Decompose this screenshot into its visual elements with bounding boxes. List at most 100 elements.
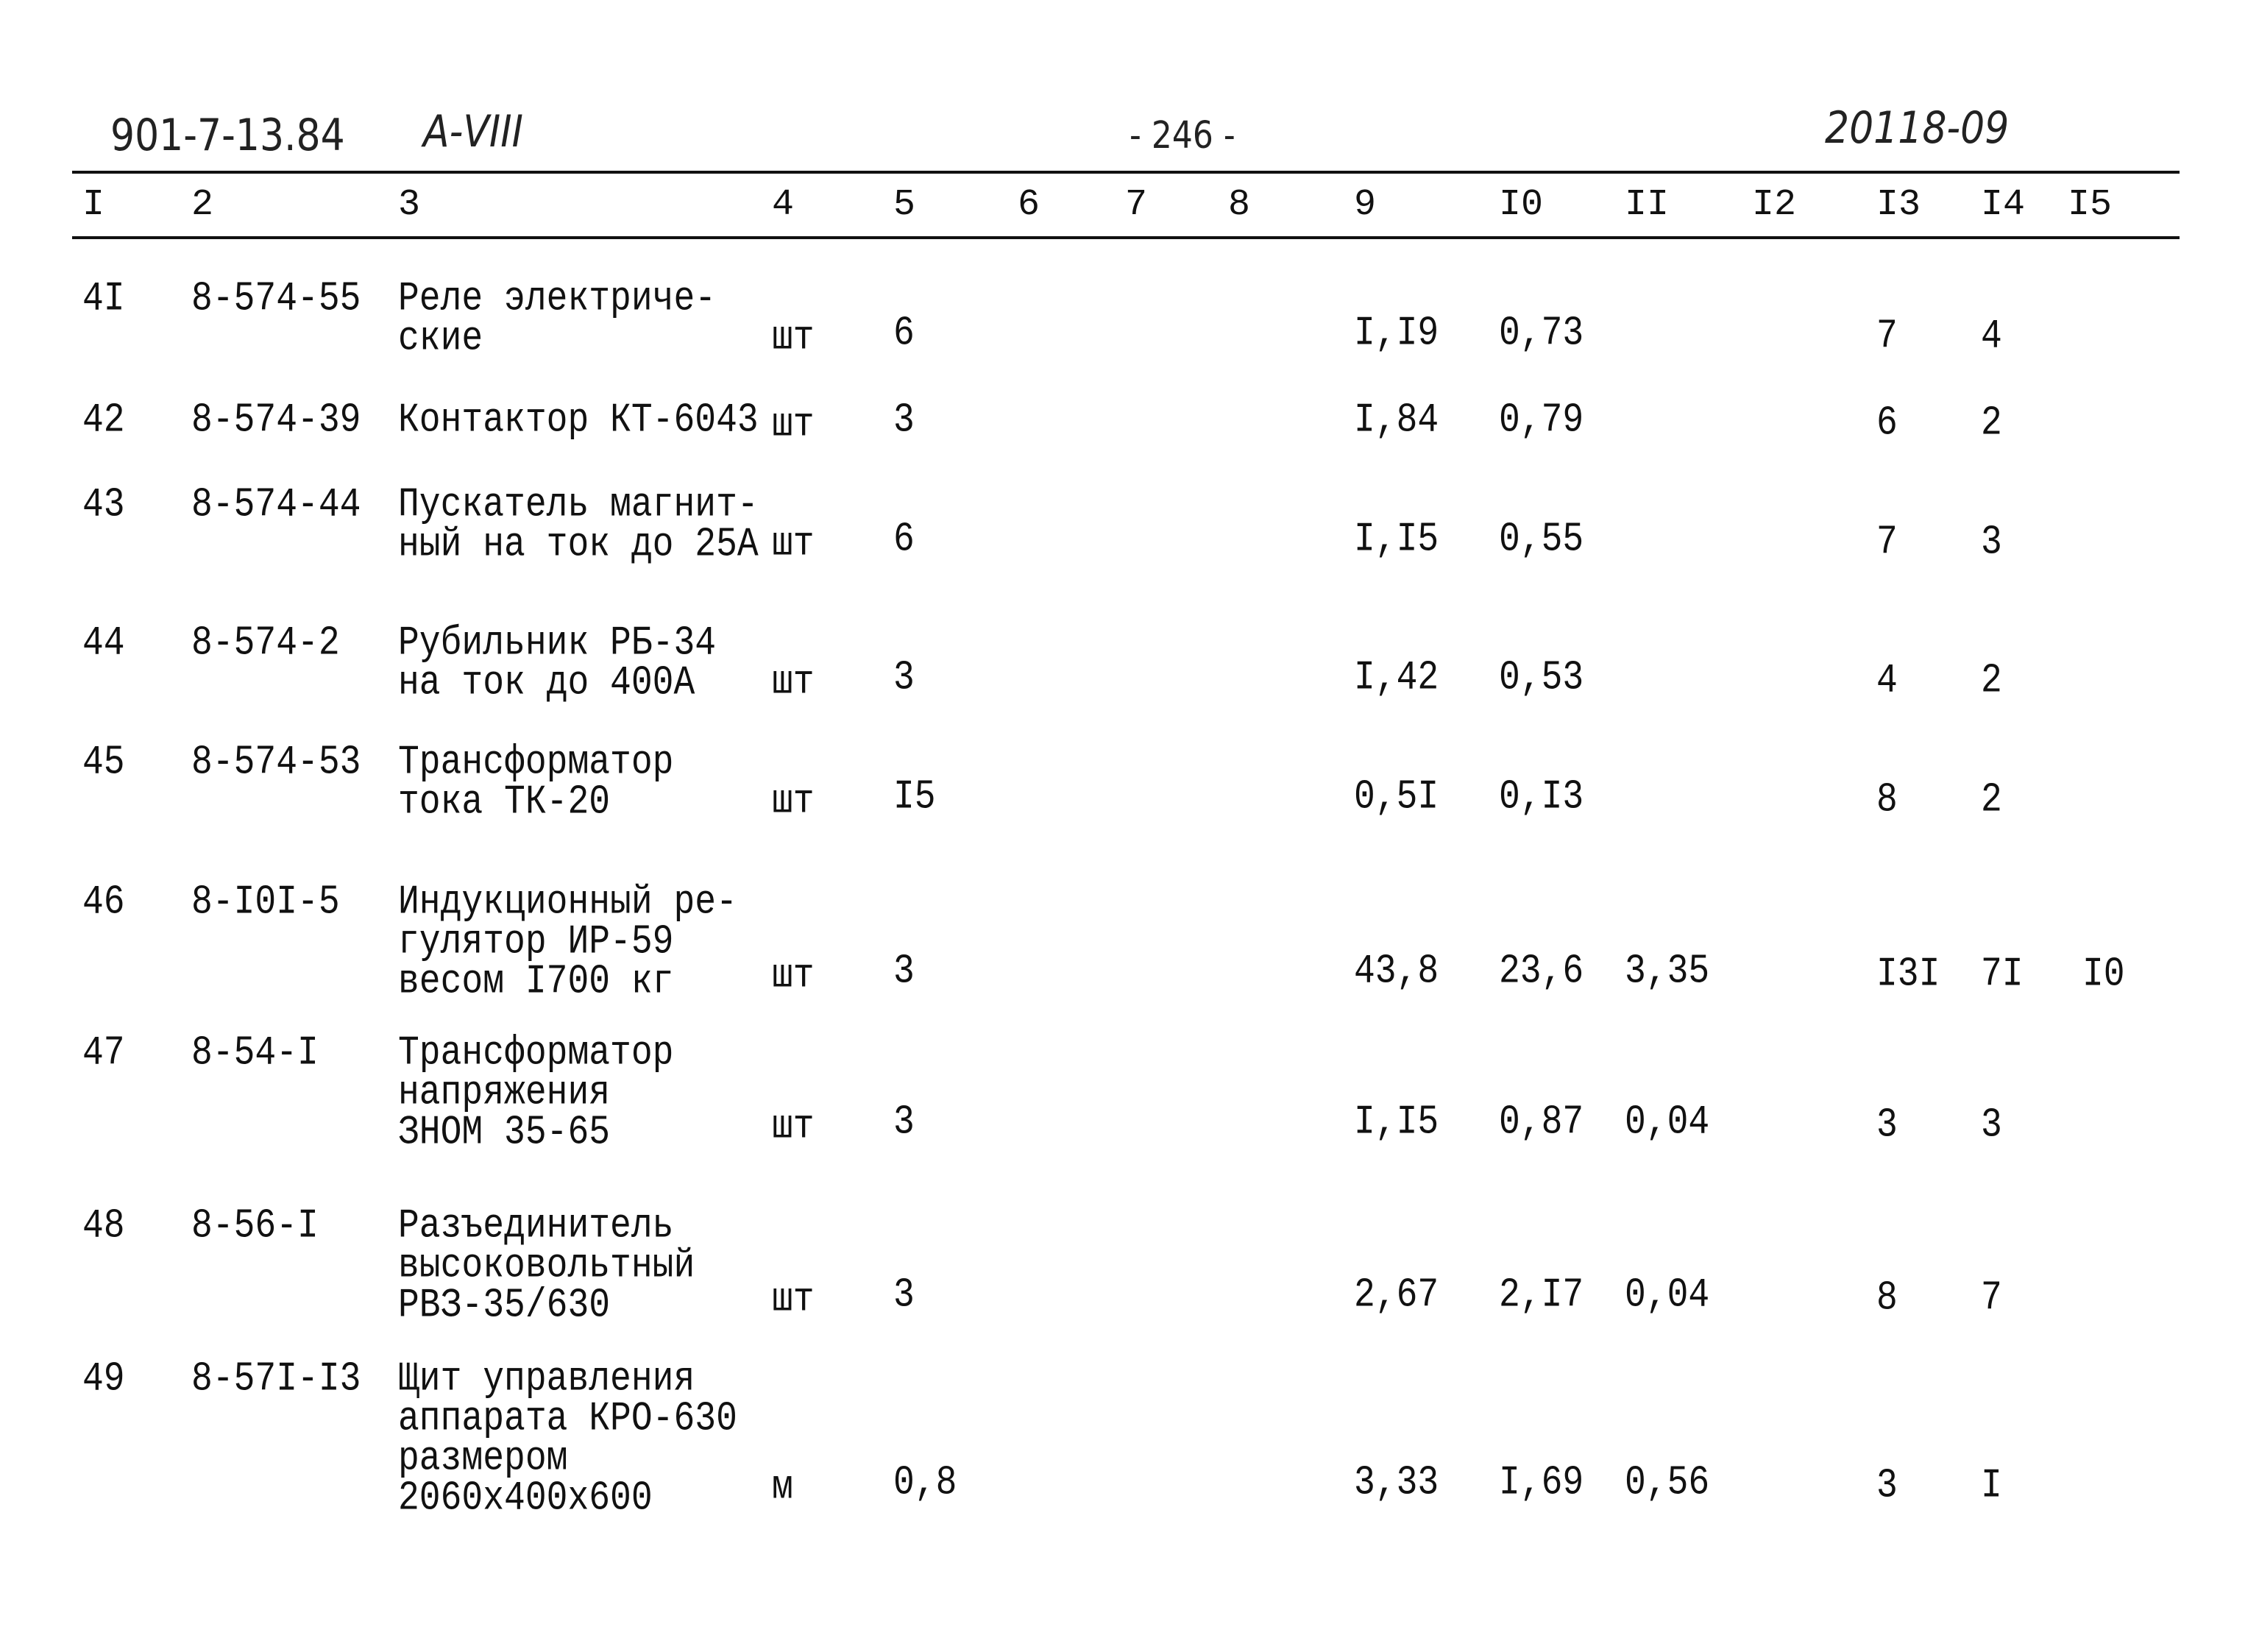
col-14-value: I: [1981, 1463, 2002, 1509]
col-9-value: 3,33: [1354, 1460, 1439, 1506]
col-11-value: 0,56: [1625, 1460, 1710, 1506]
column-header: I5: [2068, 184, 2113, 226]
rate-code: 8-57I-I3: [191, 1356, 361, 1403]
description-line: на ток до 400А: [398, 660, 695, 706]
description-line: тока ТК-20: [398, 779, 611, 826]
col-10-value: 23,6: [1499, 949, 1584, 995]
quantity: 3: [893, 655, 915, 701]
col-11-value: 0,04: [1625, 1272, 1710, 1319]
unit: шт: [772, 1104, 815, 1150]
unit: шт: [772, 953, 815, 999]
column-header: II: [1625, 184, 1670, 226]
column-header: I0: [1499, 184, 1544, 226]
col-9-value: I,I5: [1354, 1099, 1439, 1146]
col-10-value: 2,I7: [1499, 1272, 1584, 1319]
rate-code: 8-574-2: [191, 620, 340, 667]
quantity: 3: [893, 1099, 915, 1146]
item-description: Контактор КТ-6043: [398, 397, 759, 444]
column-header: I4: [1981, 184, 2026, 226]
row-number: 48: [82, 1203, 125, 1249]
rate-code: 8-574-53: [191, 740, 361, 786]
col-13-value: I3I: [1876, 951, 1940, 998]
row-number: 42: [82, 397, 125, 444]
description-line: гулятор ИР-59: [398, 919, 674, 965]
description-line: Трансформатор: [398, 740, 674, 786]
col-9-value: 43,8: [1354, 949, 1439, 995]
item-description: Индукционный ре-гулятор ИР-59 весом I700 …: [398, 879, 737, 1005]
quantity: 3: [893, 397, 915, 444]
description-line: размером: [398, 1436, 568, 1482]
col-9-value: 2,67: [1354, 1272, 1439, 1319]
row-number: 47: [82, 1030, 125, 1077]
col-14-value: 2: [1981, 658, 2002, 704]
unit: шт: [772, 521, 815, 567]
rate-code: 8-I0I-5: [191, 879, 340, 926]
description-line: ный на ток до 25А: [398, 522, 759, 568]
quantity: 3: [893, 949, 915, 995]
item-description: Разъединитель высоковольтный РВЗ-35/630: [398, 1206, 695, 1326]
description-line: Реле электриче-: [398, 276, 717, 322]
col-13-value: 4: [1876, 658, 1898, 704]
item-description: Пускатель магнит-ный на ток до 25А: [398, 482, 759, 568]
col-10-value: 0,79: [1499, 397, 1584, 444]
row-number: 46: [82, 879, 125, 926]
col-10-value: I,69: [1499, 1460, 1584, 1506]
quantity: I5: [893, 774, 936, 820]
unit: шт: [772, 1277, 815, 1323]
item-description: Трансформатор напряжения ЗНОМ 35-65: [398, 1030, 674, 1156]
description-line: Трансформатор: [398, 1030, 674, 1077]
col-9-value: I,42: [1354, 655, 1439, 701]
col-13-value: 7: [1876, 313, 1898, 360]
quantity: 3: [893, 1272, 915, 1319]
description-line: ские: [398, 316, 483, 362]
header-bottom-rule: [72, 236, 2180, 239]
quantity: 0,8: [893, 1460, 957, 1506]
col-10-value: 0,73: [1499, 311, 1584, 357]
column-header: I: [82, 184, 105, 226]
description-line: 2060х400х600: [398, 1475, 653, 1522]
description-line: Контактор КТ-6043: [398, 397, 759, 444]
rate-code: 8-56-I: [191, 1203, 319, 1249]
page-number: - 246 -: [1130, 114, 1235, 157]
description-line: Индукционный ре-: [398, 879, 737, 926]
item-description: Трансформатор тока ТК-20: [398, 740, 674, 826]
col-9-value: I,I9: [1354, 311, 1439, 357]
col-13-value: 8: [1876, 1275, 1898, 1322]
col-9-value: I,84: [1354, 397, 1439, 444]
unit: м: [772, 1464, 793, 1511]
description-line: Рубильник РБ-34: [398, 620, 717, 667]
col-10-value: 0,55: [1499, 517, 1584, 563]
col-13-value: 6: [1876, 400, 1898, 447]
row-number: 49: [82, 1356, 125, 1403]
col-10-value: 0,87: [1499, 1099, 1584, 1146]
col-11-value: 0,04: [1625, 1099, 1710, 1146]
col-14-value: 2: [1981, 777, 2002, 823]
unit: шт: [772, 659, 815, 706]
col-14-value: 2: [1981, 400, 2002, 447]
col-9-value: 0,5I: [1354, 774, 1439, 820]
col-11-value: 3,35: [1625, 949, 1710, 995]
description-line: ЗНОМ 35-65: [398, 1110, 611, 1156]
description-line: весом I700 кг: [398, 959, 674, 1005]
item-description: Рубильник РБ-34 на ток до 400А: [398, 620, 717, 706]
row-number: 43: [82, 482, 125, 528]
rate-code: 8-574-55: [191, 276, 361, 322]
item-description: Реле электриче-ские: [398, 276, 717, 362]
description-line: Щит управления: [398, 1356, 695, 1403]
description-line: высоковольтный: [398, 1243, 695, 1289]
unit: шт: [772, 315, 815, 361]
col-9-value: I,I5: [1354, 517, 1439, 563]
unit: шт: [772, 402, 815, 448]
column-header: 2: [191, 184, 214, 226]
description-line: Пускатель магнит-: [398, 482, 759, 528]
col-14-value: 3: [1981, 520, 2002, 566]
quantity: 6: [893, 311, 915, 357]
col-10-value: 0,53: [1499, 655, 1584, 701]
col-15-value: I0: [2082, 951, 2125, 998]
column-header: 7: [1125, 184, 1148, 226]
column-header: 9: [1354, 184, 1377, 226]
col-14-value: 7I: [1981, 951, 2024, 998]
item-description: Щит управления аппарата КРО-630 размером 20…: [398, 1356, 737, 1522]
col-14-value: 4: [1981, 313, 2002, 360]
column-header: 4: [772, 184, 795, 226]
